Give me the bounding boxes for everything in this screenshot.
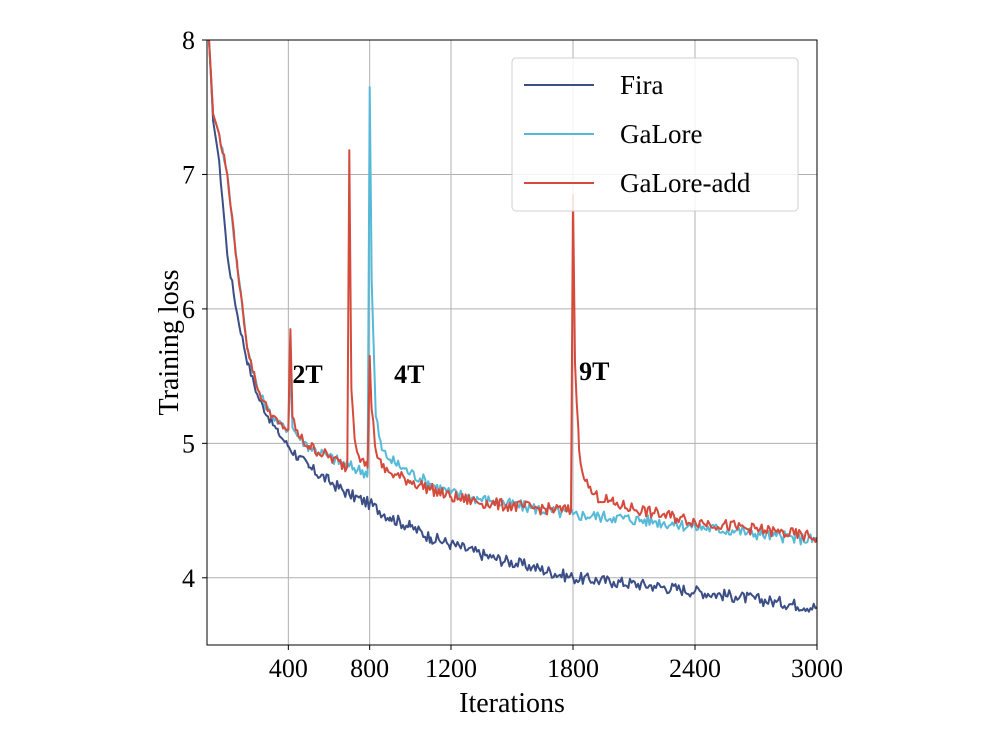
legend-label: GaLore-add xyxy=(620,168,751,198)
series-line-fira xyxy=(208,40,817,613)
y-tick-label: 7 xyxy=(182,160,195,189)
annotation-2t: 2T xyxy=(292,360,322,389)
axis-ticks: 400 800 1200 1800 2400 3000 4 5 6 7 8 xyxy=(182,26,843,683)
plot-frame xyxy=(206,39,818,646)
annotation-9t: 9T xyxy=(579,357,609,386)
x-tick-label: 800 xyxy=(350,654,389,683)
legend: Fira GaLore GaLore-add xyxy=(511,57,799,212)
y-tick-label: 6 xyxy=(182,295,195,324)
x-tick-label: 400 xyxy=(269,654,308,683)
y-axis-title: Training loss xyxy=(154,269,185,415)
x-tick-label: 1200 xyxy=(425,654,477,683)
y-tick-label: 5 xyxy=(182,429,195,458)
legend-box xyxy=(511,57,799,212)
x-axis-title: Iterations xyxy=(459,688,565,719)
y-tick-label: 4 xyxy=(182,564,195,593)
legend-label: GaLore xyxy=(620,119,702,149)
annotation-4t: 4T xyxy=(394,360,424,389)
y-tick-label: 8 xyxy=(182,26,195,55)
series-lines xyxy=(208,40,817,613)
x-tick-label: 1800 xyxy=(547,654,599,683)
legend-label: Fira xyxy=(620,70,664,100)
annotations: 2T 4T 9T xyxy=(292,357,609,389)
series-line-galore-add xyxy=(208,40,817,543)
x-tick-label: 3000 xyxy=(791,654,843,683)
x-tick-label: 2400 xyxy=(669,654,721,683)
